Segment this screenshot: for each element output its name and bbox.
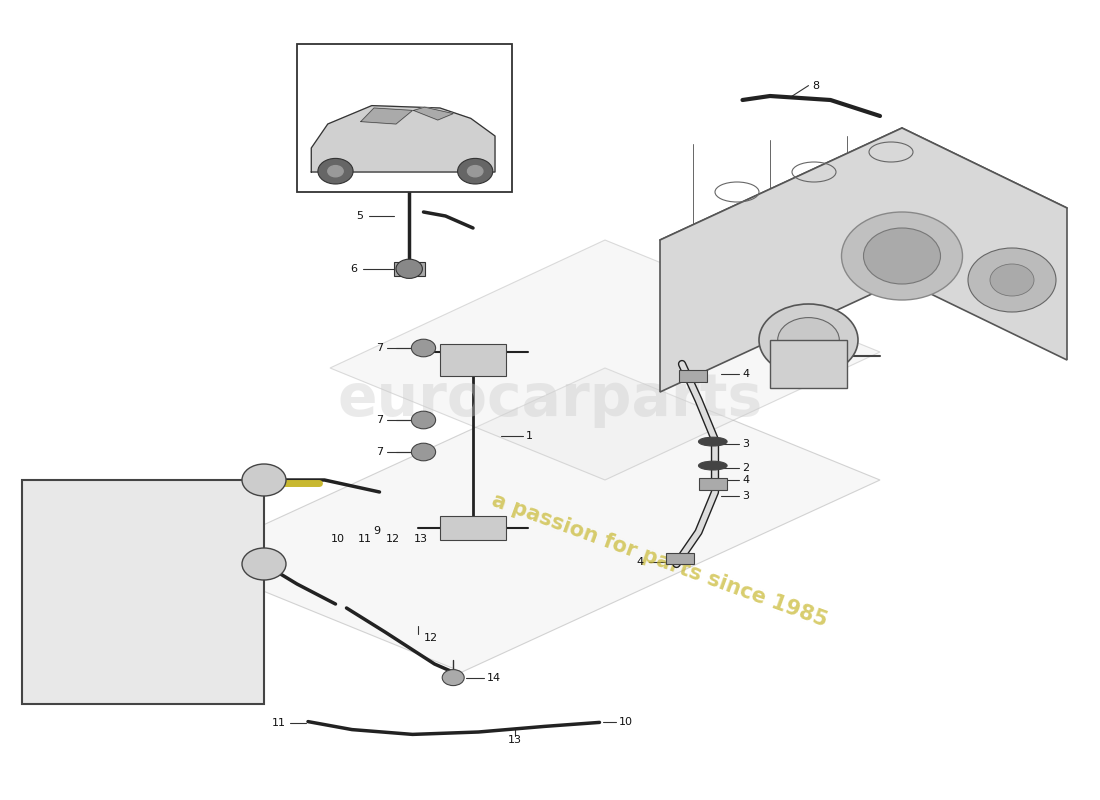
Bar bbox=[770, 340, 847, 388]
Circle shape bbox=[778, 318, 839, 362]
Text: 13: 13 bbox=[415, 534, 428, 544]
Circle shape bbox=[411, 411, 436, 429]
Bar bbox=[22, 480, 264, 704]
Circle shape bbox=[395, 150, 424, 170]
Text: 6: 6 bbox=[351, 264, 358, 274]
Text: 14: 14 bbox=[487, 673, 502, 682]
Text: 3: 3 bbox=[742, 491, 749, 501]
Polygon shape bbox=[187, 368, 880, 672]
Bar bbox=[440, 516, 506, 540]
Text: a passion for parts since 1985: a passion for parts since 1985 bbox=[490, 490, 830, 630]
Circle shape bbox=[458, 158, 493, 184]
Text: 1: 1 bbox=[526, 431, 532, 441]
Bar bbox=[679, 370, 707, 382]
Text: 4: 4 bbox=[637, 558, 644, 567]
Text: 5: 5 bbox=[356, 211, 363, 221]
Circle shape bbox=[468, 166, 483, 177]
Polygon shape bbox=[330, 240, 880, 480]
Bar bbox=[297, 44, 512, 192]
Polygon shape bbox=[361, 108, 412, 124]
Circle shape bbox=[396, 259, 422, 278]
Bar bbox=[394, 262, 425, 276]
Circle shape bbox=[759, 304, 858, 376]
Ellipse shape bbox=[698, 461, 727, 470]
Circle shape bbox=[411, 339, 436, 357]
Text: 12: 12 bbox=[386, 534, 399, 544]
Circle shape bbox=[411, 443, 436, 461]
Bar bbox=[698, 478, 727, 490]
Bar bbox=[666, 553, 694, 564]
Circle shape bbox=[990, 264, 1034, 296]
Text: 6: 6 bbox=[351, 146, 358, 155]
Text: eurocarparts: eurocarparts bbox=[338, 371, 762, 429]
Circle shape bbox=[864, 228, 940, 284]
Bar bbox=[440, 344, 506, 376]
Text: 7: 7 bbox=[376, 415, 383, 425]
Text: 11: 11 bbox=[359, 534, 372, 544]
Text: 8: 8 bbox=[812, 81, 818, 90]
Circle shape bbox=[328, 166, 343, 177]
Text: 3: 3 bbox=[742, 439, 749, 449]
Text: 4: 4 bbox=[742, 369, 749, 378]
Text: 13: 13 bbox=[508, 735, 521, 745]
Ellipse shape bbox=[698, 437, 727, 446]
Circle shape bbox=[968, 248, 1056, 312]
Bar bbox=[394, 154, 425, 170]
Text: 7: 7 bbox=[376, 343, 383, 353]
Text: 12: 12 bbox=[424, 633, 438, 642]
Text: 9: 9 bbox=[374, 526, 381, 536]
Text: 2: 2 bbox=[742, 463, 749, 473]
Text: 10: 10 bbox=[331, 534, 344, 544]
Circle shape bbox=[242, 548, 286, 580]
Text: 7: 7 bbox=[376, 447, 383, 457]
Text: 11: 11 bbox=[272, 718, 286, 728]
Circle shape bbox=[442, 670, 464, 686]
Polygon shape bbox=[311, 106, 495, 172]
Circle shape bbox=[318, 158, 353, 184]
Polygon shape bbox=[660, 128, 1067, 392]
Text: 4: 4 bbox=[742, 475, 749, 485]
Circle shape bbox=[842, 212, 962, 300]
Circle shape bbox=[242, 464, 286, 496]
Text: 10: 10 bbox=[619, 718, 634, 727]
Polygon shape bbox=[414, 107, 453, 120]
